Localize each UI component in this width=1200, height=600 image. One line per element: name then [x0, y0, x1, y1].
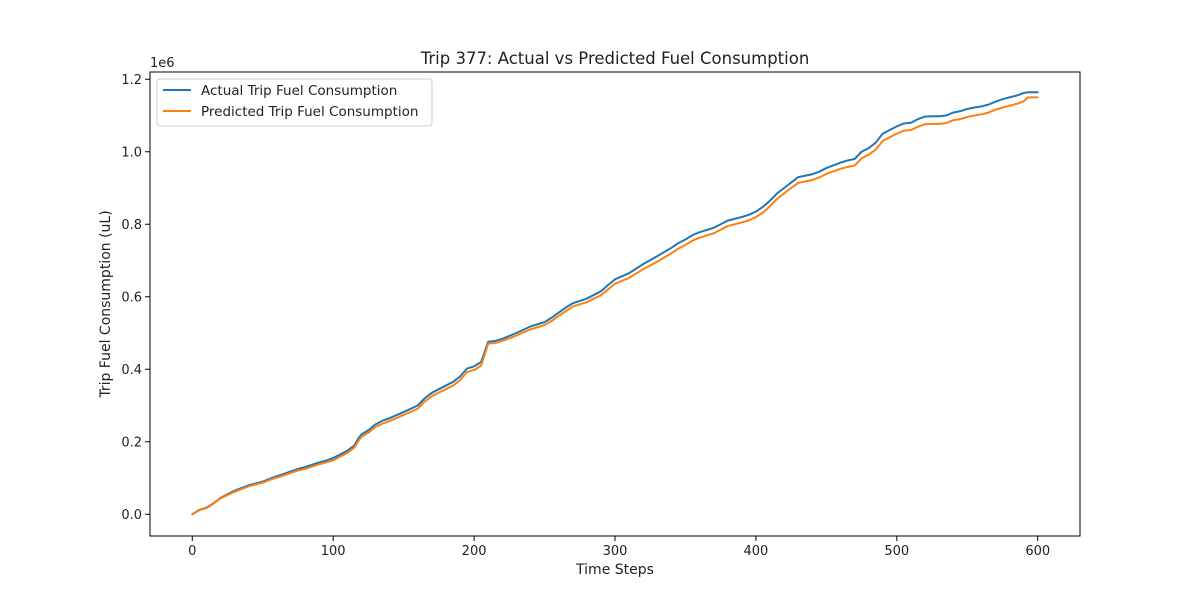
x-tick-label: 500 — [884, 544, 909, 559]
y-offset-label: 1e6 — [150, 56, 175, 71]
plot-frame — [149, 71, 1081, 537]
y-axis: 0.0 0.2 0.4 0.6 0.8 1.0 1.2 — [121, 73, 150, 523]
x-axis-title: Time Steps — [575, 562, 654, 578]
y-tick-label: 0.0 — [121, 508, 142, 523]
x-tick-label: 200 — [462, 544, 487, 559]
y-tick-label: 0.6 — [121, 290, 142, 305]
legend-frame — [156, 78, 433, 127]
y-tick-label: 0.2 — [121, 435, 142, 450]
series-line-predicted — [191, 96, 1039, 516]
chart-title: Trip 377: Actual vs Predicted Fuel Consu… — [420, 49, 810, 68]
y-tick-label: 0.4 — [121, 363, 142, 378]
plot-area: 0 100 200 300 400 500 600 0.0 0.2 0.4 0.6 0.8 1.0 1.… — [121, 71, 1081, 559]
x-tick-label: 0 — [188, 544, 196, 559]
series-layer — [191, 91, 1039, 516]
x-tick-label: 600 — [1025, 544, 1050, 559]
legend-label-predicted: Predicted Trip Fuel Consumption — [201, 104, 418, 120]
series-line-actual — [191, 91, 1039, 516]
x-tick-label: 400 — [743, 544, 768, 559]
legend: Actual Trip Fuel Consumption Predicted T… — [156, 78, 433, 127]
y-tick-label: 0.8 — [121, 218, 142, 233]
y-axis-title: Trip Fuel Consumption (uL) — [98, 210, 114, 398]
y-tick-label: 1.0 — [121, 145, 142, 160]
x-axis: 0 100 200 300 400 500 600 — [188, 536, 1050, 559]
legend-label-actual: Actual Trip Fuel Consumption — [201, 83, 397, 99]
x-tick-label: 100 — [321, 544, 346, 559]
y-tick-label: 1.2 — [121, 73, 142, 88]
x-tick-label: 300 — [603, 544, 628, 559]
